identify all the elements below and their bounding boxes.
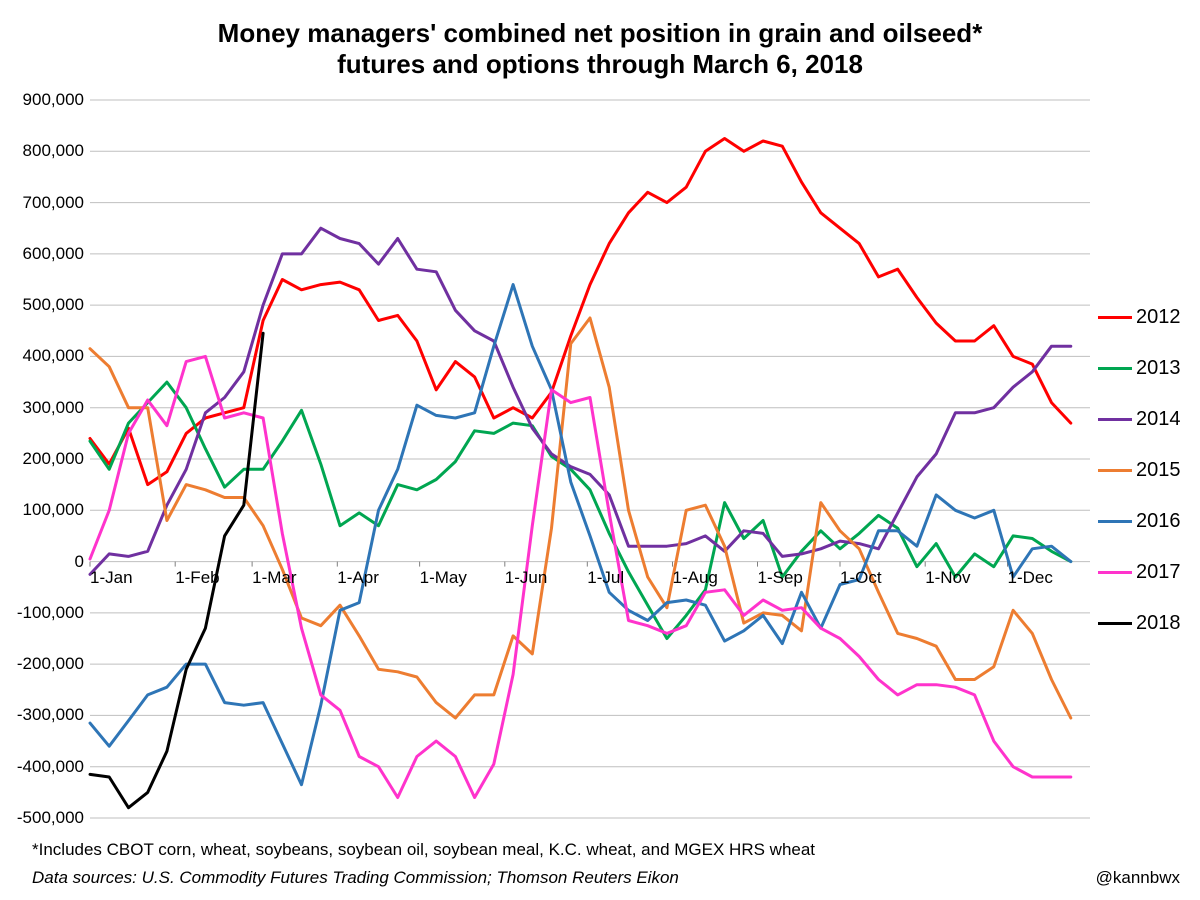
- legend-swatch: [1098, 622, 1132, 625]
- legend-swatch: [1098, 520, 1132, 523]
- legend-item-2017: 2017: [1098, 561, 1181, 584]
- x-axis-tick-label: 1-Feb: [175, 568, 219, 588]
- x-axis-tick-label: 1-Mar: [252, 568, 296, 588]
- y-axis-tick-label: 300,000: [23, 398, 90, 418]
- y-axis-tick-label: -200,000: [17, 654, 90, 674]
- legend-label: 2015: [1136, 459, 1181, 482]
- x-axis-tick-label: 1-Jul: [587, 568, 624, 588]
- legend-item-2018: 2018: [1098, 612, 1181, 635]
- series-line-2012: [90, 139, 1071, 485]
- chart-svg: [90, 100, 1090, 818]
- x-axis-tick-label: 1-Sep: [758, 568, 803, 588]
- author-handle: @kannbwx: [1096, 868, 1180, 888]
- legend-item-2012: 2012: [1098, 306, 1181, 329]
- x-axis-tick-label: 1-Dec: [1008, 568, 1053, 588]
- legend-item-2016: 2016: [1098, 510, 1181, 533]
- legend-item-2015: 2015: [1098, 459, 1181, 482]
- legend-label: 2016: [1136, 510, 1181, 533]
- y-axis-tick-label: 500,000: [23, 295, 90, 315]
- legend-swatch: [1098, 571, 1132, 574]
- legend-swatch: [1098, 316, 1132, 319]
- series-line-2017: [90, 356, 1071, 797]
- legend-label: 2014: [1136, 408, 1181, 431]
- data-sources-text: Data sources: U.S. Commodity Futures Tra…: [32, 868, 679, 888]
- title-line2: futures and options through March 6, 201…: [0, 49, 1200, 80]
- legend-label: 2012: [1136, 306, 1181, 329]
- y-axis-tick-label: -500,000: [17, 808, 90, 828]
- y-axis-tick-label: 700,000: [23, 193, 90, 213]
- x-axis-tick-label: 1-Jan: [90, 568, 133, 588]
- y-axis-tick-label: 0: [75, 552, 90, 572]
- series-line-2016: [90, 285, 1071, 785]
- legend-label: 2013: [1136, 357, 1181, 380]
- x-axis-tick-label: 1-Aug: [673, 568, 718, 588]
- chart-title: Money managers' combined net position in…: [0, 0, 1200, 80]
- legend-swatch: [1098, 418, 1132, 421]
- footnote-text: *Includes CBOT corn, wheat, soybeans, so…: [32, 840, 815, 860]
- legend-swatch: [1098, 469, 1132, 472]
- legend-swatch: [1098, 367, 1132, 370]
- chart-plot-area: -500,000-400,000-300,000-200,000-100,000…: [90, 100, 1090, 818]
- title-line1: Money managers' combined net position in…: [0, 18, 1200, 49]
- y-axis-tick-label: 600,000: [23, 244, 90, 264]
- x-axis-tick-label: 1-Oct: [840, 568, 882, 588]
- x-axis-tick-label: 1-Apr: [337, 568, 379, 588]
- x-axis-tick-label: 1-May: [420, 568, 467, 588]
- y-axis-tick-label: 100,000: [23, 500, 90, 520]
- legend-label: 2018: [1136, 612, 1181, 635]
- y-axis-tick-label: -400,000: [17, 757, 90, 777]
- y-axis-tick-label: 400,000: [23, 346, 90, 366]
- y-axis-tick-label: -300,000: [17, 705, 90, 725]
- legend-label: 2017: [1136, 561, 1181, 584]
- chart-legend: 2012 2013 2014 2015 2016 2017 2018: [1098, 300, 1181, 657]
- legend-item-2013: 2013: [1098, 357, 1181, 380]
- y-axis-tick-label: -100,000: [17, 603, 90, 623]
- y-axis-tick-label: 200,000: [23, 449, 90, 469]
- x-axis-tick-label: 1-Nov: [925, 568, 970, 588]
- y-axis-tick-label: 900,000: [23, 90, 90, 110]
- y-axis-tick-label: 800,000: [23, 141, 90, 161]
- x-axis-tick-label: 1-Jun: [505, 568, 548, 588]
- legend-item-2014: 2014: [1098, 408, 1181, 431]
